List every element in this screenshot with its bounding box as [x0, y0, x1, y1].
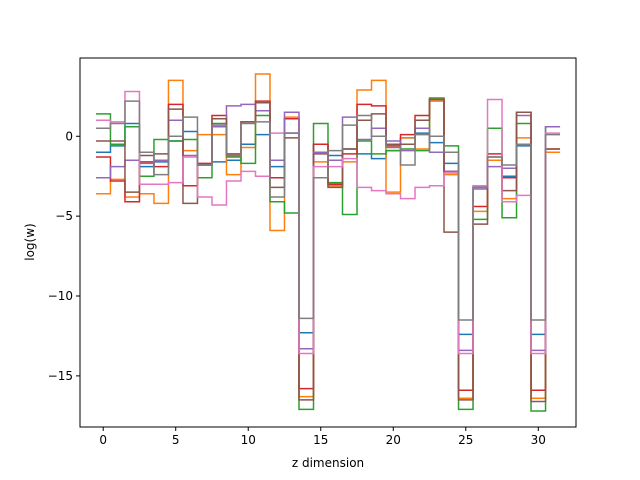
x-tick-label: 10 [241, 433, 256, 447]
x-tick-label: 30 [531, 433, 546, 447]
y-axis-label: log(w) [23, 223, 37, 260]
plot-frame [79, 57, 577, 428]
y-axis: 0 −5 −10 −15 [48, 129, 80, 383]
y-tick-label: −10 [48, 289, 73, 303]
series-line-8 [95, 100, 561, 321]
x-tick-label: 15 [313, 433, 328, 447]
series-group [95, 73, 561, 412]
x-axis-label: z dimension [292, 456, 364, 470]
x-tick-label: 0 [99, 433, 107, 447]
x-tick-label: 25 [458, 433, 473, 447]
x-tick-label: 20 [386, 433, 401, 447]
y-tick-label: 0 [65, 129, 73, 143]
x-axis: 0 5 10 15 20 25 30 [99, 427, 546, 447]
x-tick-label: 5 [172, 433, 180, 447]
y-tick-label: −15 [48, 369, 73, 383]
y-tick-label: −5 [55, 209, 73, 223]
